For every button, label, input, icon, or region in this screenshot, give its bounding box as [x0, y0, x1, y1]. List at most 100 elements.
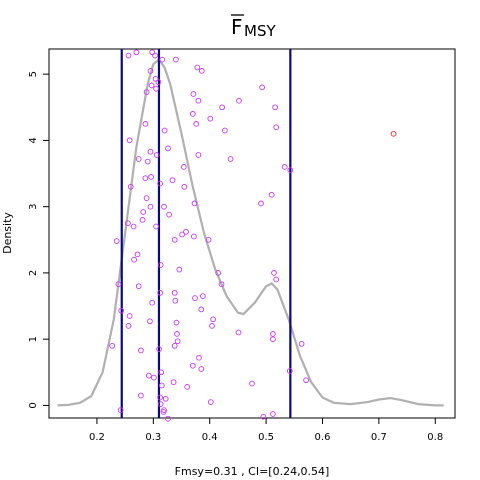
outlier-point [390, 130, 397, 137]
data-point [145, 372, 152, 379]
data-point [148, 174, 154, 180]
data-point [142, 121, 149, 127]
data-point [160, 409, 167, 415]
y-tick-label: 4 [28, 137, 39, 143]
data-point [170, 379, 177, 386]
data-point [174, 331, 180, 337]
data-point [180, 164, 187, 170]
data-point [125, 323, 132, 329]
chart-title: F MSY [231, 14, 276, 40]
data-point [169, 177, 176, 184]
data-point [190, 91, 197, 97]
data-point [109, 342, 116, 349]
data-point [191, 200, 198, 207]
data-point [271, 270, 277, 276]
data-point [152, 75, 159, 82]
data-point [198, 366, 205, 372]
data-point [143, 195, 150, 201]
points-layer [109, 49, 397, 422]
data-point [118, 307, 125, 314]
data-point [147, 203, 154, 210]
data-point [135, 156, 142, 162]
data-point [125, 52, 132, 59]
x-tick-label: 0.8 [427, 432, 443, 443]
data-point [184, 384, 191, 390]
data-point [126, 313, 133, 319]
data-point [176, 266, 183, 273]
data-point [210, 316, 216, 323]
data-point [115, 281, 122, 288]
data-point [205, 236, 212, 243]
data-point [135, 283, 142, 290]
data-point [181, 183, 188, 190]
x-axis-label: Fmsy=0.31 , CI=[0.24,0.54] [175, 465, 330, 478]
data-point [158, 382, 165, 389]
density-curve [57, 58, 444, 407]
data-point [235, 329, 242, 336]
x-tick-label: 0.2 [89, 432, 105, 443]
data-point [166, 211, 172, 218]
density-layer [57, 58, 444, 407]
data-point [249, 380, 255, 387]
data-point [259, 84, 265, 91]
data-point [183, 228, 189, 235]
data-point [173, 319, 180, 326]
data-point [158, 369, 165, 376]
data-point [215, 270, 222, 276]
data-point [133, 49, 140, 56]
data-point [153, 152, 160, 158]
data-point [189, 111, 196, 117]
data-point [139, 217, 146, 223]
y-axis-label: Density [1, 212, 14, 254]
data-point [191, 233, 197, 240]
x-tick-label: 0.5 [258, 432, 274, 443]
data-point [207, 399, 214, 405]
data-point [156, 346, 162, 352]
data-point [270, 336, 276, 343]
data-point [162, 395, 169, 402]
data-point [200, 293, 206, 299]
data-point [125, 220, 131, 227]
y-tick-label: 5 [28, 71, 39, 77]
data-point [218, 281, 225, 288]
x-tick-label: 0.6 [315, 432, 331, 443]
data-point [144, 158, 151, 165]
data-point [179, 231, 185, 238]
data-point [165, 415, 171, 422]
data-point [140, 209, 147, 215]
data-point [153, 85, 159, 92]
data-point [143, 89, 150, 95]
data-point [130, 223, 137, 230]
data-point [298, 340, 305, 347]
data-point [195, 152, 202, 158]
y-tick-label: 0 [28, 402, 39, 408]
data-point [149, 299, 156, 306]
data-point [174, 338, 181, 345]
data-point [117, 407, 124, 413]
data-point [171, 236, 178, 243]
chart-title-subscript: MSY [244, 22, 276, 40]
data-point [157, 180, 163, 187]
data-point [147, 148, 154, 155]
plot-area [48, 48, 456, 419]
data-point [152, 52, 158, 59]
data-point [227, 156, 234, 162]
data-point [222, 127, 228, 134]
data-point [157, 289, 163, 296]
ci-lines-layer [120, 49, 292, 418]
data-point [147, 68, 154, 74]
data-point [286, 368, 293, 374]
data-point [258, 200, 264, 207]
data-point [113, 238, 120, 244]
data-point [173, 56, 179, 63]
data-point [153, 223, 159, 230]
data-point [272, 104, 278, 111]
data-point [161, 203, 167, 210]
data-point [131, 256, 137, 263]
data-point [172, 297, 179, 304]
data-point [149, 49, 156, 56]
y-tick-label: 2 [28, 270, 39, 276]
data-point [219, 104, 225, 111]
x-tick-label: 0.3 [145, 432, 161, 443]
